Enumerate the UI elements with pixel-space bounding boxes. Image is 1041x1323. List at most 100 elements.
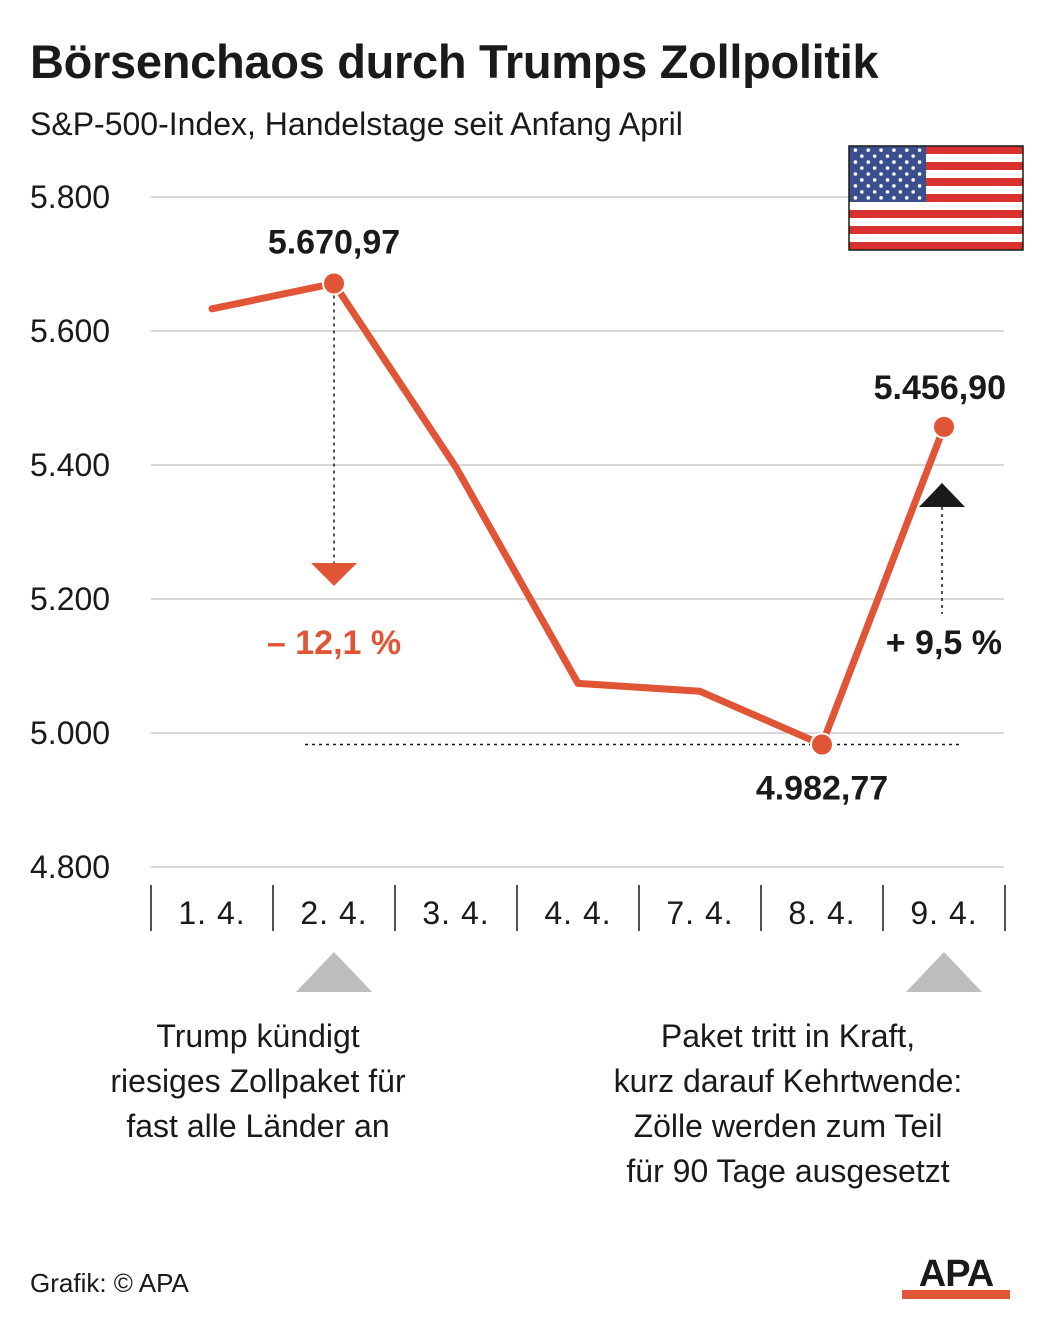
flag-star (911, 166, 915, 170)
x-axis: 1. 4. 2. 4. 3. 4. 4. 4. 7. 4. 8. 4. 9. 4. (150, 885, 1006, 931)
y-tick-label: 5.000 (30, 715, 110, 751)
gain-percent-label: + 9,5 % (886, 624, 1002, 662)
flag-star (917, 184, 922, 188)
chart-title: Börsenchaos durch Trumps Zollpolitik (30, 35, 879, 88)
event-marker-icon (296, 952, 372, 992)
drop-arrow-icon (311, 563, 357, 586)
flag-stripe (849, 242, 1023, 250)
line-chart: 5.800 5.600 5.400 5.200 5.000 4.800 1. 4. 2. 4… (30, 179, 1006, 992)
x-tick-label: 1. 4. (178, 895, 245, 931)
flag-star (866, 184, 871, 188)
note-tariff-announcement: Trump kündigt riesiges Zollpaket für fas… (58, 1014, 458, 1149)
flag-star (853, 148, 858, 152)
flag-star (898, 178, 903, 182)
flag-star (872, 154, 877, 158)
flag-stripe (849, 162, 1023, 170)
flag-star (860, 166, 864, 170)
low-value-label: 4.982,77 (756, 770, 888, 808)
note-line: für 90 Tage ausgesetzt (626, 1153, 950, 1189)
data-points (322, 271, 956, 757)
note-tariff-pause: Paket tritt in Kraft, kurz darauf Kehrtw… (565, 1014, 1011, 1194)
flag-star (892, 160, 896, 164)
flag-star (853, 160, 858, 164)
apa-logo: APA (902, 1253, 1010, 1299)
flag-border (848, 145, 1024, 251)
flag-star (879, 196, 883, 200)
us-flag-icon (848, 145, 1024, 251)
flag-star (911, 154, 915, 158)
y-tick-label: 5.600 (30, 313, 110, 349)
source-credit: Grafik: © APA (30, 1268, 189, 1298)
gain-arrow-icon (919, 483, 965, 507)
drop-percent-label: – 12,1 % (267, 624, 401, 662)
event-marker-icon (906, 952, 982, 992)
flag-star (853, 184, 858, 188)
flag-star (904, 172, 909, 176)
flag-star (892, 184, 896, 188)
flag-star (917, 172, 922, 176)
flag-star (879, 172, 883, 176)
flag-star (911, 178, 915, 182)
note-line: riesiges Zollpaket für (110, 1063, 406, 1099)
flag-stripe (849, 226, 1023, 234)
flag-star (898, 190, 903, 194)
flag-star (904, 184, 909, 188)
x-tick-label: 4. 4. (544, 895, 611, 931)
x-tick-label: 9. 4. (910, 895, 977, 931)
series-line-layer (208, 279, 948, 749)
flag-star (872, 178, 877, 182)
flag-star (866, 160, 871, 164)
series-line (208, 279, 948, 749)
flag-star (904, 160, 909, 164)
x-tick-label: 3. 4. (422, 895, 489, 931)
y-tick-label: 5.800 (30, 179, 110, 215)
flag-star (872, 190, 877, 194)
flag-stripe (849, 210, 1023, 218)
flag-stripe (849, 178, 1023, 186)
note-line: fast alle Länder an (126, 1108, 390, 1144)
y-axis-ticks: 5.800 5.600 5.400 5.200 5.000 4.800 (30, 179, 110, 885)
flag-star (853, 196, 858, 200)
x-tick-label: 8. 4. (788, 895, 855, 931)
flag-star (917, 148, 922, 152)
flag-star (872, 166, 877, 170)
flag-star (904, 148, 909, 152)
flag-star (898, 154, 903, 158)
flag-star (885, 178, 890, 182)
data-point (322, 271, 346, 296)
flag-stripe (849, 194, 1023, 202)
peak-value-label: 5.670,97 (268, 223, 400, 261)
y-tick-label: 5.200 (30, 581, 110, 617)
flag-star (885, 166, 890, 170)
flag-star (860, 190, 864, 194)
note-line: Zölle werden zum Teil (633, 1108, 943, 1144)
gridlines (151, 196, 1004, 868)
y-tick-label: 4.800 (30, 849, 110, 885)
flag-star (853, 172, 858, 176)
data-point (932, 414, 956, 439)
flag-star (866, 148, 871, 152)
flag-star (879, 148, 883, 152)
chart-subtitle: S&P-500-Index, Handelstage seit Anfang A… (30, 106, 683, 142)
flag-star (892, 148, 896, 152)
flag-star (866, 172, 871, 176)
last-value-label: 5.456,90 (874, 369, 1006, 407)
flag-star (879, 184, 883, 188)
flag-star (885, 190, 890, 194)
flag-star (904, 196, 909, 200)
apa-logo-text: APA (919, 1253, 994, 1295)
flag-star (860, 154, 864, 158)
x-tick-label: 2. 4. (300, 895, 367, 931)
apa-logo-bar (902, 1290, 1010, 1299)
data-point (810, 732, 834, 757)
flag-star (879, 160, 883, 164)
flag-star (917, 196, 922, 200)
x-tick-label: 7. 4. (666, 895, 733, 931)
flag-star (866, 196, 871, 200)
data-labels: 5.670,97 4.982,77 5.456,90 – 12,1 % + 9,5 % (267, 223, 1006, 807)
event-markers (296, 952, 982, 992)
flag-star (860, 178, 864, 182)
note-line: Trump kündigt (156, 1018, 360, 1054)
flag-star (898, 166, 903, 170)
flag-star (917, 160, 922, 164)
